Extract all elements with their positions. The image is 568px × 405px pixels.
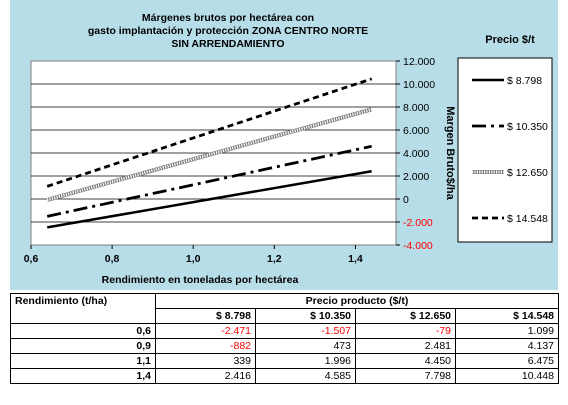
y-tick-label: 0: [403, 194, 409, 206]
legend-layer: $ 8.798 $ 10.350 $ 12.650 $ 14.548: [472, 75, 548, 225]
chart-title-line-1: Márgenes brutos por hectárea con: [142, 12, 314, 24]
y-tick-label: -4.000: [403, 240, 433, 252]
column-header: $ 14.548: [455, 308, 559, 324]
table-cell: -1.507: [255, 323, 356, 339]
table-cell: 7.798: [355, 368, 456, 384]
table-cell: 2.416: [155, 368, 256, 384]
x-tick-label: 0,8: [105, 253, 120, 265]
chart-title-line-2: gasto implantación y protección ZONA CEN…: [88, 25, 368, 37]
legend-title: Precio $/t: [485, 34, 535, 46]
y-tick-label: 8.000: [403, 102, 429, 114]
table-cell: -2.471: [155, 323, 256, 339]
x-axis-label: Rendimiento en toneladas por hectárea: [102, 274, 299, 286]
y-tick-layer: 12.000 10.000 8.000 6.000 4.000 2.000 0 -2.000 -…: [396, 56, 435, 252]
table-header-row-1: Rendimiento (t/ha) Precio producto ($/t): [10, 293, 559, 324]
row-label: 1,4: [10, 368, 156, 384]
series-line-4: [46, 77, 373, 188]
x-tick-layer: 0,6 0,8 1,0 1,2 1,4: [24, 245, 363, 265]
table-cell: -79: [355, 323, 456, 339]
table-cell: 473: [255, 338, 356, 354]
table-cell: 339: [155, 353, 256, 369]
row-label: 1,1: [10, 353, 156, 369]
table-cell: 1.099: [455, 323, 559, 339]
data-table: Rendimiento (t/ha) Precio producto ($/t)…: [10, 293, 559, 384]
table-row: 1,4 2.416 4.585 7.798 10.448: [10, 368, 559, 384]
table-cell: 4.585: [255, 368, 356, 384]
y-axis-label: Margen Bruto$/ha: [444, 106, 456, 200]
series-layer: [46, 77, 373, 229]
chart-panel: Márgenes brutos por hectárea con gasto i…: [10, 0, 558, 290]
y-tick-label: 10.000: [403, 79, 435, 91]
precio-header: Precio producto ($/t): [155, 293, 559, 309]
table-cell: 4.450: [355, 353, 456, 369]
x-tick-label: 1,4: [348, 253, 363, 265]
table-cell: 4.137: [455, 338, 559, 354]
chart-title-line-3: SIN ARRENDAMIENTO: [171, 38, 284, 50]
rendimiento-header: Rendimiento (t/ha): [10, 293, 156, 324]
row-label: 0,9: [10, 338, 156, 354]
y-tick-label: 12.000: [403, 56, 435, 68]
x-tick-label: 1,2: [267, 253, 282, 265]
y-tick-label: 2.000: [403, 171, 429, 183]
table-cell: 2.481: [355, 338, 456, 354]
column-header: $ 8.798: [155, 308, 256, 324]
y-tick-label: 6.000: [403, 125, 429, 137]
x-tick-label: 1,0: [186, 253, 201, 265]
y-tick-label: -2.000: [403, 217, 433, 229]
x-tick-label: 0,6: [24, 253, 39, 265]
chart-svg: Márgenes brutos por hectárea con gasto i…: [24, 12, 553, 286]
series-line-3-hatch: [46, 107, 373, 202]
legend-box: [457, 57, 553, 243]
row-label: 0,6: [10, 323, 156, 339]
column-header: $ 12.650: [355, 308, 456, 324]
column-header: $ 10.350: [255, 308, 356, 324]
table-cell: 10.448: [455, 368, 559, 384]
legend-entry-2: $ 10.350: [507, 121, 548, 133]
table-cell: 1.996: [255, 353, 356, 369]
table-cell: 6.475: [455, 353, 559, 369]
chart-title: Márgenes brutos por hectárea con gasto i…: [88, 12, 368, 50]
table-row: 1,1 339 1.996 4.450 6.475: [10, 353, 559, 369]
table-row: 0,9 -882 473 2.481 4.137: [10, 338, 559, 354]
legend-entry-1: $ 8.798: [507, 75, 542, 87]
table-row: 0,6 -2.471 -1.507 -79 1.099: [10, 323, 559, 339]
y-tick-label: 4.000: [403, 148, 429, 160]
table-cell: -882: [155, 338, 256, 354]
series-line-1: [47, 169, 372, 229]
legend-entry-4: $ 14.548: [507, 213, 548, 225]
legend-entry-3: $ 12.650: [507, 167, 548, 179]
series-line-2: [46, 144, 372, 218]
